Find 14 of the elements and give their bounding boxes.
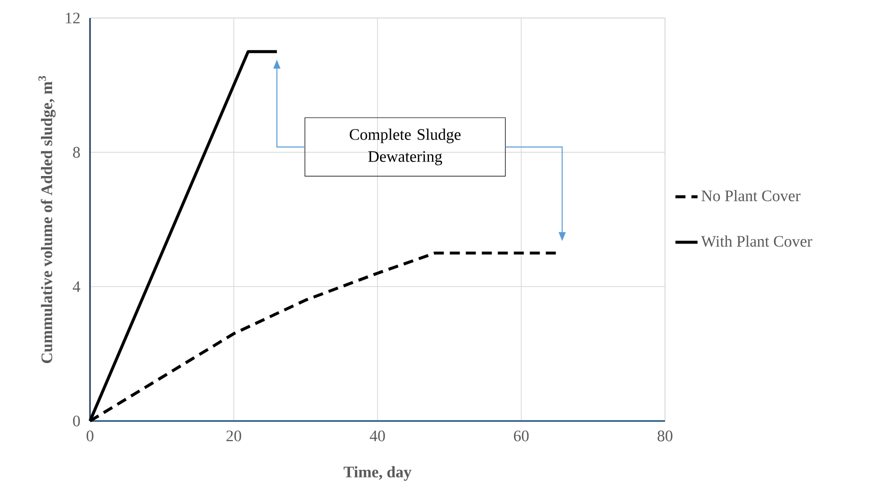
x-tick-label: 60	[514, 430, 529, 442]
annotation: Complete Sludge Dewatering	[350, 128, 461, 166]
y-tick-label: 8	[73, 146, 80, 158]
x-tick-label: 40	[370, 430, 385, 442]
y-tick-label: 4	[72, 281, 80, 292]
y-axis-title: Cummulative volume of Added sludge, m$^{3}$	[38, 76, 56, 364]
x-axis-title: Time, day	[344, 466, 412, 481]
x-tick-label: 80	[658, 430, 672, 442]
x-tick-label: 20	[226, 430, 242, 442]
legend-label: No Plant Cover	[702, 190, 800, 202]
y-tick-label: 12	[66, 12, 80, 24]
x-tick-label: 0	[86, 430, 94, 442]
legend-label: With Plant Cover	[701, 235, 812, 247]
y-tick-label: 0	[73, 416, 80, 426]
